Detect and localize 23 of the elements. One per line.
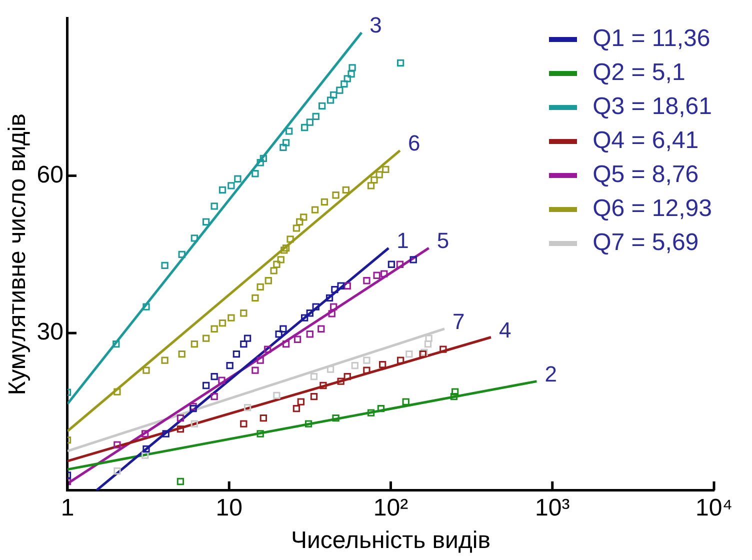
legend-label: Q2 = 5,1 bbox=[592, 58, 686, 88]
legend-label: Q4 = 6,41 bbox=[592, 126, 699, 156]
annotation: 3 bbox=[370, 12, 382, 38]
y-tick-label: 30 bbox=[36, 318, 64, 346]
legend-label: Q5 = 8,76 bbox=[592, 160, 699, 190]
legend-label: Q3 = 18,61 bbox=[592, 92, 712, 122]
annotation: 2 bbox=[544, 361, 557, 386]
annotation: 7 bbox=[452, 308, 465, 334]
x-tick-label: 10³ bbox=[535, 494, 570, 522]
y-axis-title: Кумулятивне число видів bbox=[4, 113, 32, 396]
x-tick-label: 10² bbox=[373, 494, 408, 522]
annotation: 1 bbox=[396, 228, 409, 254]
x-tick-label: 10⁴ bbox=[695, 494, 733, 522]
annotation: 6 bbox=[408, 130, 420, 156]
x-tick-label: 10 bbox=[216, 494, 242, 522]
legend-label: Q1 = 11,36 bbox=[592, 24, 710, 54]
legend-label: Q6 = 12,93 bbox=[592, 194, 712, 224]
annotation: 4 bbox=[498, 317, 512, 342]
annotation: 5 bbox=[436, 228, 450, 254]
y-tick-label: 60 bbox=[36, 161, 64, 188]
legend-label: Q7 = 5,69 bbox=[592, 228, 699, 258]
x-axis-title: Чисельність видів bbox=[291, 527, 490, 554]
x-tick-label: 1 bbox=[60, 494, 74, 522]
